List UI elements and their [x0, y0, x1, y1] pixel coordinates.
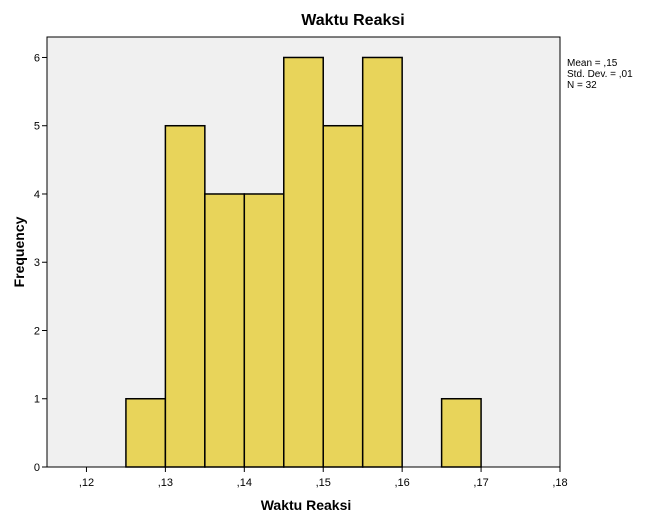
histogram-bar	[440, 397, 482, 468]
x-tick-label: ,13	[158, 477, 173, 489]
y-tick-label: 1	[34, 394, 40, 406]
y-tick-label: 6	[34, 52, 40, 64]
y-axis: 0 1 2 3 4 5 6	[34, 52, 47, 474]
x-tick-label: ,16	[395, 477, 410, 489]
histogram-bar	[361, 56, 403, 468]
histogram-bar	[164, 124, 206, 468]
y-tick-label: 2	[34, 325, 40, 337]
x-axis-label: Waktu Reaksi	[261, 497, 352, 513]
histogram-bar	[322, 124, 364, 468]
bars-group	[125, 56, 482, 468]
histogram-bar	[283, 56, 324, 468]
stats-n: N = 32	[567, 80, 597, 91]
stats-std-dev: Std. Dev. = ,01	[567, 69, 633, 80]
x-tick-label: ,12	[79, 477, 94, 489]
y-tick-label: 4	[34, 189, 40, 201]
histogram-bar	[243, 193, 285, 468]
chart-title: Waktu Reaksi	[301, 12, 404, 29]
x-tick-label: ,17	[473, 477, 488, 489]
y-tick-label: 0	[34, 462, 40, 474]
y-axis-label: Frequency	[11, 216, 27, 287]
x-tick-label: ,15	[316, 477, 331, 489]
histogram-bar	[204, 193, 246, 468]
histogram-bar	[125, 397, 167, 468]
x-axis: ,12 ,13 ,14 ,15 ,16 ,17 ,18	[79, 467, 568, 489]
stats-box: Mean = ,15 Std. Dev. = ,01 N = 32	[567, 58, 633, 91]
stats-mean: Mean = ,15	[567, 58, 618, 69]
y-tick-label: 3	[34, 257, 40, 269]
x-tick-label: ,18	[552, 477, 567, 489]
y-tick-label: 5	[34, 121, 40, 133]
x-tick-label: ,14	[237, 477, 252, 489]
